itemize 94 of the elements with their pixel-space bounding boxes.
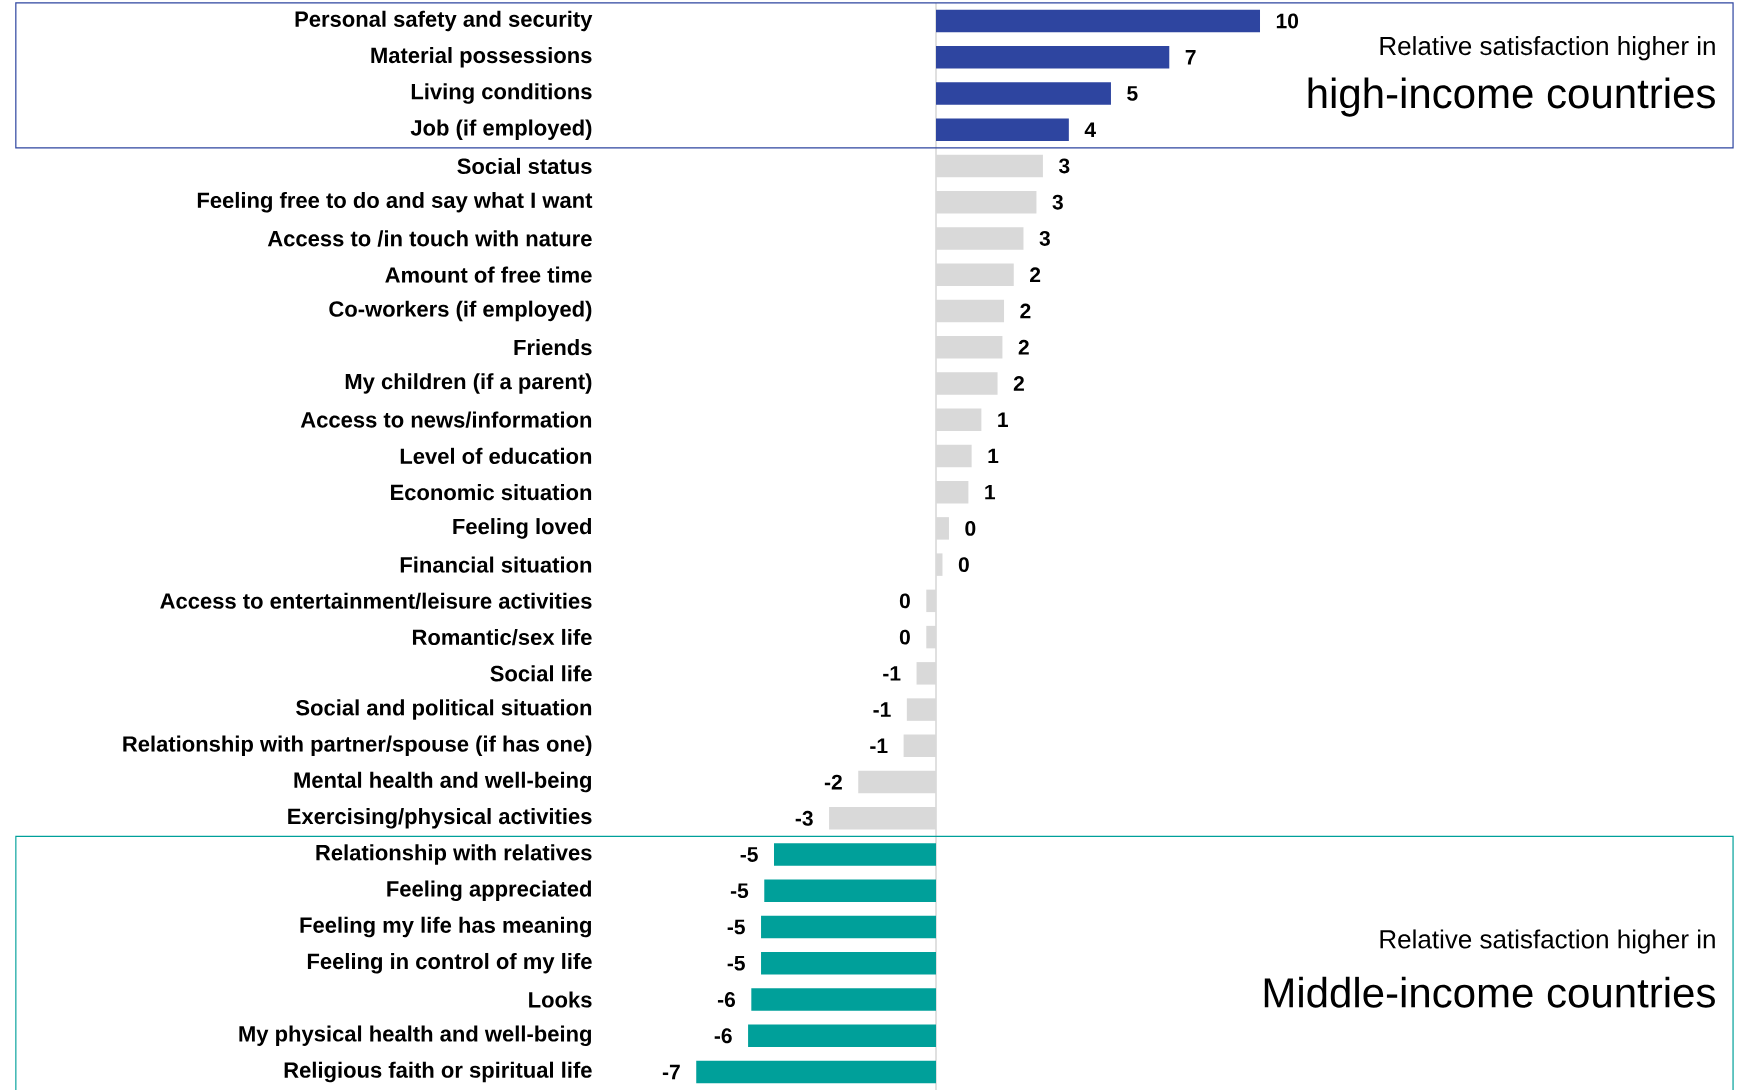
bar [906, 698, 936, 721]
y-tick-label: Access to news/information [300, 411, 592, 428]
bar [774, 843, 936, 866]
data-label: 1 [988, 448, 999, 464]
y-tick-label: Friends [514, 339, 592, 356]
y-tick-label: Looks [529, 991, 592, 1008]
data-label: -3 [795, 810, 813, 826]
bar [748, 1024, 936, 1047]
data-label: -5 [730, 883, 749, 899]
data-label: 3 [1052, 194, 1063, 210]
data-label: 2 [1013, 376, 1024, 391]
y-tick-label: Social and political situation [296, 699, 592, 720]
data-label: 0 [965, 520, 976, 536]
bar [936, 82, 1111, 105]
data-label: -7 [662, 1064, 680, 1080]
y-tick-label: Social status [457, 157, 592, 175]
bar [936, 190, 1037, 214]
bar [936, 517, 949, 540]
bar [936, 299, 1005, 323]
y-tick-label: Access to /in touch with nature [267, 230, 592, 247]
bar [936, 9, 1260, 33]
y-tick-label: Mental health and well-being [294, 771, 591, 793]
bar [858, 770, 936, 794]
bar [751, 988, 936, 1011]
bar [761, 952, 936, 975]
y-tick-label: Living conditions [411, 83, 592, 104]
data-label: 0 [899, 593, 910, 609]
y-tick-label: Feeling my life has meaning [300, 916, 591, 938]
data-label: 2 [1018, 339, 1029, 355]
data-label: -1 [873, 702, 891, 717]
data-label: 4 [1084, 122, 1096, 137]
data-label: 10 [1276, 13, 1299, 29]
bar [926, 625, 936, 649]
data-label: 2 [1020, 303, 1031, 319]
y-tick-label: Relationship with relatives [316, 844, 592, 865]
bar [936, 154, 1043, 178]
bar [936, 372, 998, 395]
bar [936, 553, 943, 576]
y-tick-label: Feeling loved [453, 518, 592, 539]
bar [936, 444, 972, 468]
bar [936, 227, 1024, 250]
y-tick-label: Feeling free to do and say what I want [197, 191, 593, 213]
data-label: 5 [1127, 86, 1138, 101]
bar [936, 118, 1069, 141]
data-label: -2 [824, 774, 842, 790]
text: Relative satisfaction higher in [1380, 36, 1715, 61]
data-label: -5 [727, 919, 745, 935]
y-tick-label: My children (if a parent) [345, 373, 592, 394]
y-tick-label: Access to entertainment/leisure activities [160, 592, 592, 610]
y-tick-label: Financial situation [400, 556, 592, 573]
bar [829, 807, 936, 830]
bar [936, 480, 969, 504]
data-label: 0 [958, 557, 969, 573]
data-label: 1 [985, 484, 996, 500]
bar [936, 263, 1014, 286]
y-tick-label: Exercising/physical activities [288, 808, 592, 829]
y-tick-label: Material possessions [371, 46, 592, 68]
data-label: 1 [998, 412, 1008, 427]
y-tick-label: Co-workers (if employed) [329, 300, 592, 322]
y-tick-label: Economic situation [391, 484, 592, 501]
data-label: -6 [717, 992, 736, 1007]
data-label: 3 [1058, 158, 1070, 174]
y-tick-label: Social life [490, 665, 592, 682]
data-label: -6 [714, 1028, 732, 1044]
text: Middle-income countries [1264, 976, 1715, 1008]
y-tick-label: Religious faith or spiritual life [284, 1061, 592, 1083]
y-tick-label: Personal safety and security [295, 10, 593, 32]
data-label: 3 [1039, 231, 1050, 246]
text: high-income countries [1308, 77, 1715, 117]
y-tick-label: Job (if employed) [410, 119, 592, 140]
y-tick-label: Amount of free time [385, 266, 592, 283]
bar [916, 662, 936, 685]
data-label: 2 [1030, 267, 1041, 283]
bar [926, 589, 936, 613]
bar [761, 915, 936, 939]
bar [764, 879, 936, 903]
data-label: 7 [1185, 50, 1196, 65]
y-tick-label: Relationship with partner/spouse (if has one) [123, 735, 592, 757]
y-tick-label: Romantic/sex life [412, 628, 592, 646]
bar [936, 335, 1003, 359]
data-label: -1 [883, 666, 901, 681]
y-tick-label: Feeling in control of my life [307, 952, 592, 974]
y-tick-label: My physical health and well-being [239, 1025, 591, 1047]
bar [936, 46, 1170, 69]
bar [903, 734, 936, 758]
y-tick-label: Feeling appreciated [387, 880, 592, 902]
y-tick-label: Level of education [400, 447, 592, 464]
text: Relative satisfaction higher in [1380, 929, 1715, 954]
data-label: -5 [740, 847, 758, 862]
data-label: -1 [870, 738, 888, 754]
bar [696, 1060, 936, 1084]
data-label: 0 [899, 629, 910, 645]
bar [936, 408, 982, 431]
data-label: -5 [727, 955, 745, 971]
